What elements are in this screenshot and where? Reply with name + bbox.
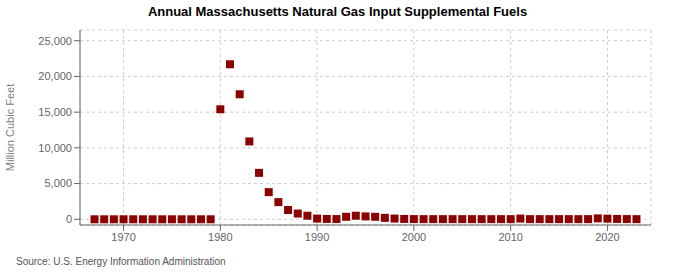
svg-text:25,000: 25,000 <box>38 35 72 47</box>
svg-text:0: 0 <box>66 213 72 225</box>
html-text:Annual Massachusetts Natural G: Annual Massachusetts Natural Gas Input S… <box>147 4 528 19</box>
svg-text:2010: 2010 <box>498 231 522 243</box>
svg-text:10,000: 10,000 <box>38 142 72 154</box>
html-text:Source: U.S. Energy Informatio: Source: U.S. Energy Information Administ… <box>16 256 226 267</box>
svg-text:2000: 2000 <box>402 231 426 243</box>
svg-text:1990: 1990 <box>305 231 329 243</box>
svg-text:1970: 1970 <box>111 231 135 243</box>
svg-text:1980: 1980 <box>208 231 232 243</box>
svg-text:5,000: 5,000 <box>44 177 72 189</box>
svg-text:15,000: 15,000 <box>38 106 72 118</box>
svg-text:Million Cubic Feet: Million Cubic Feet <box>8 84 16 171</box>
svg-text:20,000: 20,000 <box>38 70 72 82</box>
svg-text:2020: 2020 <box>595 231 619 243</box>
